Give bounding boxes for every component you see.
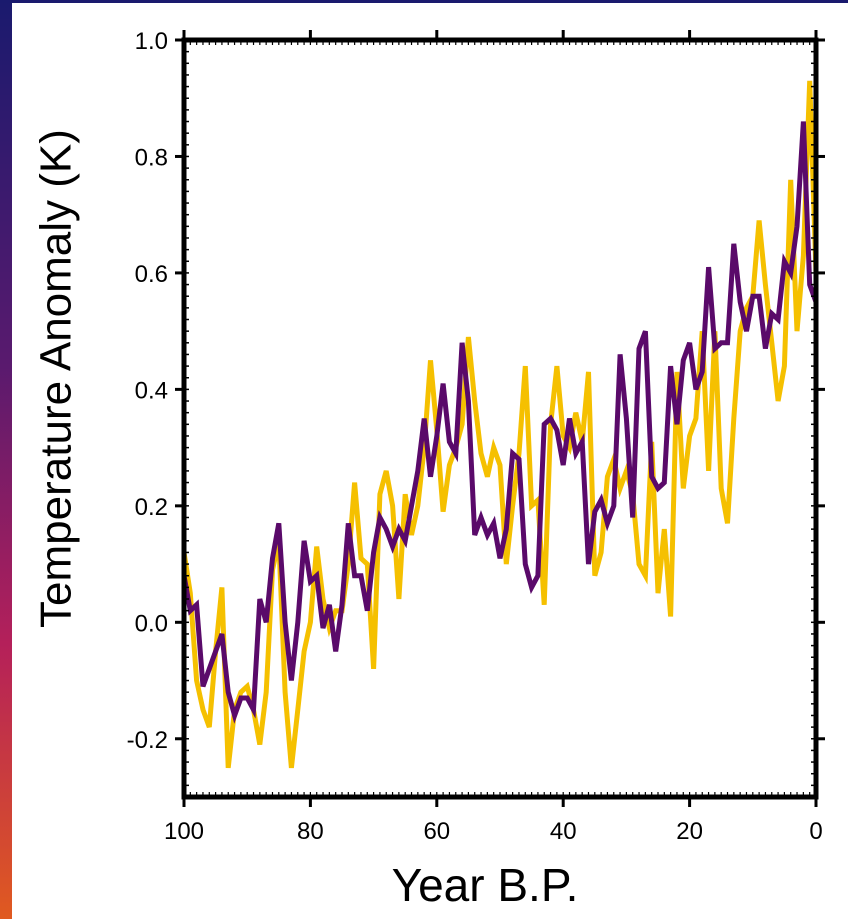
temperature-anomaly-chart: -0.2 0.0 0.2 0.4 0.6 0.8 1.0 100 80 60 40 20 0 Tempe… bbox=[32, 28, 825, 911]
series-line-2 bbox=[181, 121, 819, 724]
slide-border-left bbox=[0, 0, 12, 919]
x-axis-title: Year B.P. bbox=[392, 859, 579, 911]
ticks-layer bbox=[175, 30, 825, 807]
x-tick-label: 60 bbox=[423, 818, 450, 845]
x-tick-label: 100 bbox=[164, 818, 204, 845]
series-layer bbox=[181, 80, 819, 769]
y-tick-label: 0.8 bbox=[135, 144, 168, 171]
y-tick-label: 0.0 bbox=[135, 610, 168, 637]
plot-frame bbox=[181, 37, 819, 800]
y-axis-title: Temperature Anomaly (K) bbox=[32, 129, 81, 628]
x-tick-label: 20 bbox=[676, 818, 703, 845]
labels-layer: -0.2 0.0 0.2 0.4 0.6 0.8 1.0 100 80 60 40 20 0 bbox=[127, 28, 823, 845]
y-tick-label: 1.0 bbox=[135, 28, 168, 55]
chart-panel: -0.2 0.0 0.2 0.4 0.6 0.8 1.0 100 80 60 40 20 0 Tempe… bbox=[12, 3, 848, 919]
slide-border-top bbox=[0, 0, 848, 3]
y-tick-label: 0.6 bbox=[135, 261, 168, 288]
y-tick-label: 0.4 bbox=[135, 377, 168, 404]
x-tick-label: 0 bbox=[809, 818, 822, 845]
y-tick-label: -0.2 bbox=[127, 727, 168, 754]
x-tick-label: 40 bbox=[550, 818, 577, 845]
y-tick-label: 0.2 bbox=[135, 494, 168, 521]
series-line-1 bbox=[181, 80, 819, 769]
x-tick-label: 80 bbox=[297, 818, 324, 845]
